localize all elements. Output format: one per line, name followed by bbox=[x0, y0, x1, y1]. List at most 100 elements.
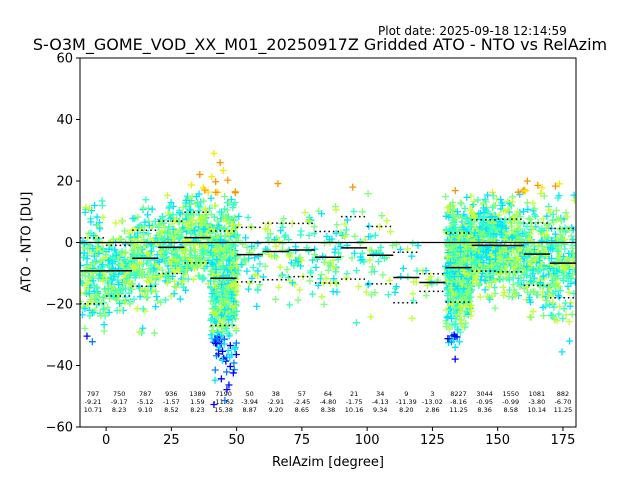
bin-stat-label: 8.23 bbox=[190, 406, 204, 414]
data-point bbox=[83, 255, 91, 263]
data-point bbox=[343, 216, 351, 224]
data-point bbox=[224, 242, 232, 250]
data-point bbox=[200, 274, 208, 282]
data-point bbox=[231, 345, 239, 353]
bin-stat-label: 9.20 bbox=[269, 406, 283, 414]
data-point bbox=[173, 252, 181, 260]
data-point bbox=[225, 299, 233, 307]
data-point bbox=[222, 325, 230, 333]
data-point bbox=[310, 223, 318, 231]
data-point bbox=[264, 234, 272, 242]
data-point bbox=[230, 359, 238, 367]
data-point bbox=[139, 324, 147, 332]
data-point bbox=[389, 241, 397, 249]
bin-stat-label: -5.12 bbox=[137, 398, 154, 406]
bin-stat-label: -0.99 bbox=[502, 398, 519, 406]
data-point bbox=[232, 339, 240, 347]
bin-stat-label: 57 bbox=[298, 390, 306, 398]
data-point bbox=[210, 400, 218, 408]
data-point bbox=[158, 266, 166, 274]
y-tick-label: −40 bbox=[46, 359, 73, 374]
data-point bbox=[106, 295, 114, 303]
data-point bbox=[356, 239, 364, 247]
data-point bbox=[163, 191, 171, 199]
data-point bbox=[383, 217, 391, 225]
data-point bbox=[201, 225, 209, 233]
x-tick-label: 125 bbox=[420, 433, 445, 448]
data-point bbox=[408, 314, 416, 322]
data-point bbox=[358, 208, 366, 216]
data-point bbox=[204, 188, 212, 196]
data-point bbox=[391, 288, 399, 296]
data-point bbox=[290, 262, 298, 270]
data-point bbox=[377, 243, 385, 251]
data-point bbox=[275, 283, 283, 291]
data-point bbox=[200, 197, 208, 205]
data-point bbox=[89, 232, 97, 240]
bin-stat-label: 11.25 bbox=[554, 406, 573, 414]
data-point bbox=[157, 248, 165, 256]
data-point bbox=[193, 262, 201, 270]
data-point bbox=[190, 227, 198, 235]
data-point bbox=[225, 316, 233, 324]
data-point bbox=[330, 275, 338, 283]
data-point bbox=[105, 257, 113, 265]
data-point bbox=[113, 307, 121, 315]
data-point bbox=[397, 272, 405, 280]
data-point bbox=[90, 252, 98, 260]
data-point bbox=[224, 347, 232, 355]
data-point bbox=[231, 302, 239, 310]
data-point bbox=[98, 265, 106, 273]
bin-stat-label: 750 bbox=[113, 390, 125, 398]
data-point bbox=[277, 272, 285, 280]
data-point bbox=[226, 353, 234, 361]
data-point bbox=[152, 303, 160, 311]
data-point bbox=[244, 285, 252, 293]
data-point bbox=[320, 300, 328, 308]
data-point bbox=[301, 209, 309, 217]
data-point bbox=[404, 245, 412, 253]
data-point bbox=[384, 291, 392, 299]
data-point bbox=[228, 281, 236, 289]
data-point bbox=[194, 199, 202, 207]
data-point bbox=[233, 307, 241, 315]
data-point bbox=[341, 220, 349, 228]
data-point bbox=[212, 178, 220, 186]
data-point bbox=[379, 271, 387, 279]
data-point bbox=[234, 254, 242, 262]
data-point bbox=[336, 242, 344, 250]
data-point bbox=[190, 210, 198, 218]
data-point bbox=[209, 327, 217, 335]
data-point bbox=[217, 331, 225, 339]
data-point bbox=[368, 263, 376, 271]
bin-stat-label: 7190 bbox=[215, 390, 232, 398]
bin-stat-label: 8.52 bbox=[164, 406, 178, 414]
data-point bbox=[348, 254, 356, 262]
data-point bbox=[281, 233, 289, 241]
data-point bbox=[83, 332, 91, 340]
data-point bbox=[232, 350, 240, 358]
data-point bbox=[160, 224, 168, 232]
x-tick-label: 50 bbox=[228, 433, 245, 448]
data-point bbox=[264, 220, 272, 228]
data-point bbox=[139, 305, 147, 313]
data-point bbox=[353, 266, 361, 274]
data-point bbox=[186, 255, 194, 263]
bin-stat-label: 3 bbox=[430, 390, 434, 398]
data-point bbox=[99, 270, 107, 278]
data-point bbox=[230, 366, 238, 374]
data-point bbox=[166, 215, 174, 223]
data-point bbox=[231, 266, 239, 274]
data-point bbox=[84, 279, 92, 287]
data-point bbox=[162, 249, 170, 257]
data-point bbox=[99, 246, 107, 254]
data-point bbox=[91, 259, 99, 267]
data-point bbox=[100, 327, 108, 335]
data-point bbox=[230, 297, 238, 305]
data-point bbox=[195, 272, 203, 280]
data-point bbox=[286, 253, 294, 261]
data-point bbox=[320, 279, 328, 287]
data-point bbox=[212, 284, 220, 292]
data-point bbox=[298, 256, 306, 264]
data-point bbox=[85, 289, 93, 297]
